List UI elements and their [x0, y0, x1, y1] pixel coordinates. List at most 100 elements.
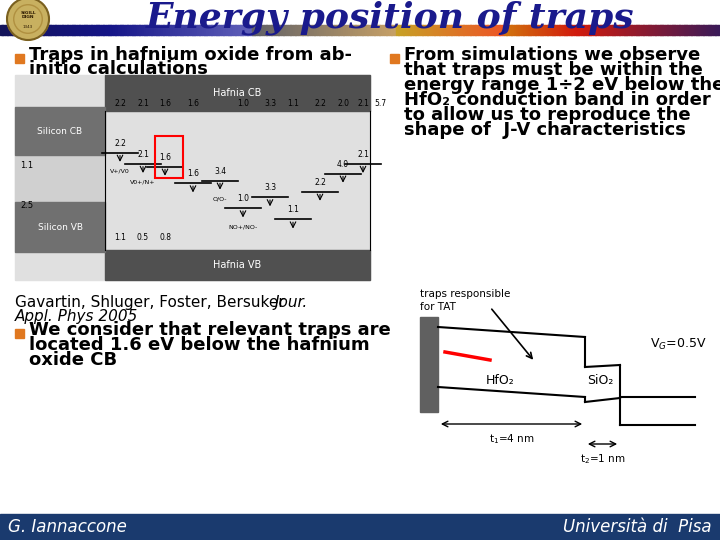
Bar	[216, 25, 219, 35]
Bar	[247, 25, 250, 35]
Bar	[391, 25, 394, 35]
Bar	[171, 25, 174, 35]
Bar	[274, 25, 276, 35]
Bar	[149, 25, 152, 35]
Bar	[662, 25, 665, 35]
Bar	[490, 25, 492, 35]
Bar	[459, 25, 462, 35]
Bar	[101, 25, 104, 35]
Text: NO+/NO-: NO+/NO-	[228, 224, 258, 230]
Bar	[15, 107, 105, 155]
Bar	[182, 25, 185, 35]
Bar	[403, 25, 406, 35]
Bar	[369, 25, 372, 35]
Text: Università di  Pisa: Università di Pisa	[563, 518, 712, 536]
Text: 2.2: 2.2	[114, 139, 126, 148]
Text: initio calculations: initio calculations	[29, 60, 208, 78]
Bar	[542, 25, 545, 35]
Bar	[91, 25, 94, 35]
Bar	[571, 25, 574, 35]
Bar	[257, 25, 260, 35]
Bar	[418, 25, 420, 35]
Bar	[7, 25, 10, 35]
Bar	[372, 25, 375, 35]
Text: 3.4: 3.4	[214, 166, 226, 176]
Text: Jour.: Jour.	[275, 294, 308, 309]
Bar	[408, 25, 411, 35]
Text: 2.1: 2.1	[357, 99, 369, 108]
Bar	[130, 25, 132, 35]
Bar	[360, 25, 363, 35]
Bar	[60, 25, 63, 35]
Bar	[204, 25, 207, 35]
Bar	[312, 25, 315, 35]
Text: 2.1: 2.1	[137, 150, 149, 159]
Text: 2.1: 2.1	[137, 99, 149, 108]
Bar	[425, 25, 428, 35]
Bar	[15, 328, 24, 338]
Bar	[657, 25, 660, 35]
Bar	[153, 25, 156, 35]
Bar	[485, 25, 487, 35]
Text: 2.5: 2.5	[20, 200, 33, 210]
Bar	[261, 25, 264, 35]
Bar	[600, 25, 603, 35]
Bar	[384, 25, 387, 35]
Bar	[286, 25, 289, 35]
Bar	[619, 25, 622, 35]
Bar	[166, 25, 168, 35]
Bar	[346, 25, 348, 35]
Bar	[355, 25, 358, 35]
Bar	[132, 25, 135, 35]
Bar	[302, 25, 305, 35]
Bar	[67, 25, 70, 35]
Text: located 1.6 eV below the hafnium: located 1.6 eV below the hafnium	[29, 336, 369, 354]
Bar	[437, 25, 440, 35]
Bar	[5, 25, 8, 35]
Bar	[322, 25, 325, 35]
Text: V$_G$=0.5V: V$_G$=0.5V	[650, 336, 706, 352]
Text: 3.3: 3.3	[264, 99, 276, 108]
Bar	[192, 25, 195, 35]
Bar	[504, 25, 507, 35]
Bar	[338, 25, 341, 35]
Text: 1.1: 1.1	[287, 205, 299, 214]
Bar	[89, 25, 91, 35]
Bar	[643, 25, 646, 35]
Bar	[502, 25, 505, 35]
Bar	[711, 25, 714, 35]
Bar	[583, 25, 586, 35]
Bar	[509, 25, 512, 35]
Bar	[315, 25, 318, 35]
Bar	[703, 25, 706, 35]
Bar	[533, 25, 536, 35]
Text: 1.6: 1.6	[159, 99, 171, 108]
Bar	[394, 25, 397, 35]
Bar	[74, 25, 77, 35]
Bar	[466, 25, 469, 35]
Bar	[189, 25, 192, 35]
Bar	[41, 25, 44, 35]
Bar	[420, 317, 438, 412]
Bar	[161, 25, 163, 35]
Bar	[142, 25, 145, 35]
Bar	[209, 25, 212, 35]
Bar	[187, 25, 190, 35]
Bar	[29, 25, 32, 35]
Bar	[396, 25, 399, 35]
Bar	[693, 25, 696, 35]
Bar	[401, 25, 404, 35]
Bar	[470, 25, 473, 35]
Bar	[24, 25, 27, 35]
Bar	[122, 25, 125, 35]
Bar	[48, 25, 51, 35]
Bar	[511, 25, 514, 35]
Bar	[675, 25, 678, 35]
Bar	[374, 25, 377, 35]
Bar	[108, 25, 111, 35]
Bar	[593, 25, 595, 35]
Bar	[197, 25, 199, 35]
Bar	[15, 155, 105, 202]
Bar	[614, 25, 617, 35]
Text: V+/V0: V+/V0	[110, 168, 130, 174]
